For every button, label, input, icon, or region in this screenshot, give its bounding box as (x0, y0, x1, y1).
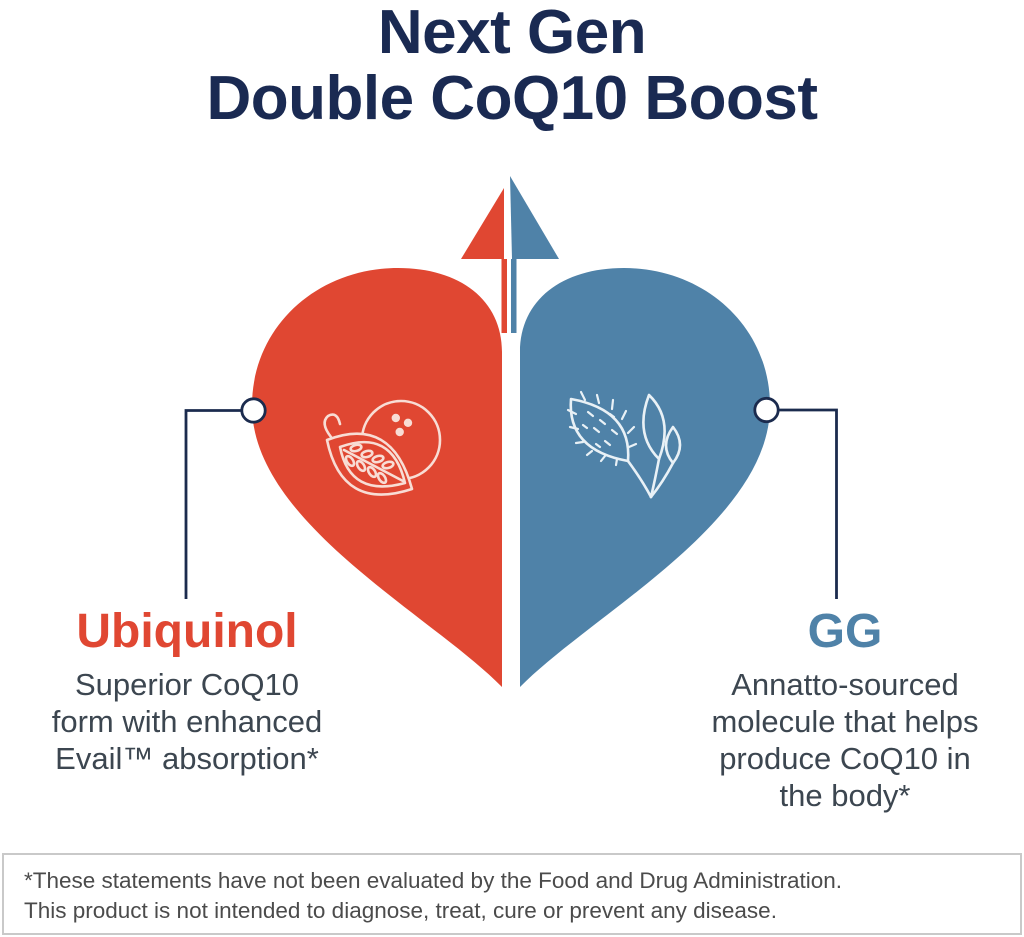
gg-description: Annatto-sourced molecule that helps prod… (711, 667, 979, 813)
ubiquinol-heading: Ubiquinol (76, 605, 298, 658)
callout-left (184, 397, 267, 599)
annatto-stems (626, 457, 675, 499)
arrow-head-left (461, 188, 504, 259)
title-line-2: Double CoQ10 Boost (206, 64, 818, 133)
heart-right-half (520, 268, 770, 687)
ubiquinol-description: Superior CoQ10 form with enhanced Evail™… (51, 667, 323, 776)
arrow-stem-left (501, 259, 507, 333)
cacao-fruit-dots (391, 413, 413, 437)
pod-stem-curl (323, 413, 342, 439)
annatto-plant-icon (566, 390, 682, 499)
callout-circle-right (753, 396, 780, 424)
disclaimer-box: *These statements have not been evaluate… (2, 853, 1022, 935)
annatto-pod-seeds (581, 410, 619, 449)
gg-heading: GG (807, 605, 883, 658)
page-title: Next Gen Double CoQ10 Boost (0, 0, 1024, 132)
pod-seeds (344, 443, 395, 485)
callout-circle-left (240, 397, 267, 424)
cacao-pod-icon (323, 399, 442, 496)
gg-label-block: GG Annatto-sourced molecule that helps p… (693, 606, 997, 814)
arrow-stem-right (511, 259, 517, 333)
callout-line-right (778, 408, 838, 599)
title-line-1: Next Gen (377, 0, 647, 67)
callout-right (753, 396, 838, 599)
annatto-pod-spikes (566, 390, 638, 467)
up-arrow-icon (461, 176, 559, 333)
ubiquinol-label-block: Ubiquinol Superior CoQ10 form with enhan… (25, 606, 349, 777)
pod-inner (338, 440, 407, 488)
disclaimer-text: *These statements have not been evaluate… (24, 868, 843, 923)
callout-line-left (184, 409, 242, 599)
arrow-head-right (510, 176, 559, 259)
pod-stalk (342, 448, 405, 483)
